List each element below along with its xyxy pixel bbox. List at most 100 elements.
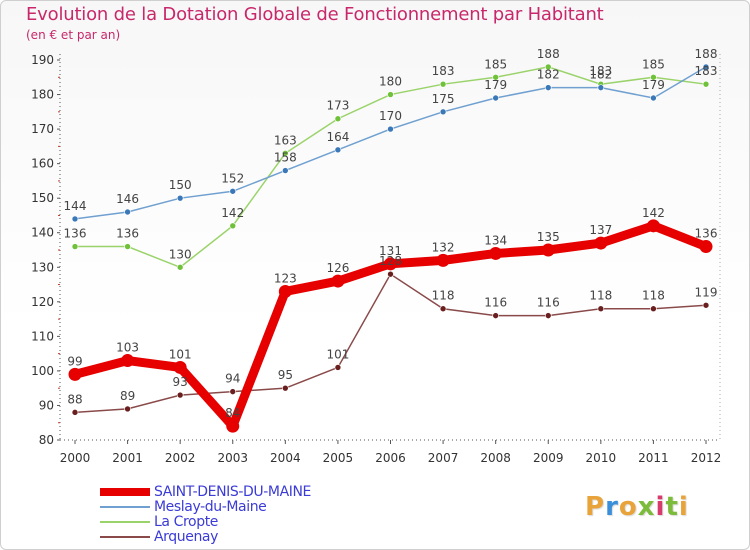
logo-letter-2: o	[618, 492, 638, 522]
series-line-1	[74, 66, 707, 220]
series-1-point-2006	[387, 125, 394, 133]
series-3-label-2006: 128	[379, 254, 402, 268]
series-0-point-2007	[436, 253, 450, 267]
proxiti-logo: Proxiti	[585, 492, 689, 522]
series-0-label-2011: 142	[642, 206, 665, 220]
series-3-label-2005: 101	[326, 347, 349, 361]
series-1-label-2005: 164	[326, 130, 349, 144]
series-1-label-2006: 170	[379, 109, 402, 123]
logo-letter-0: P	[585, 492, 606, 522]
series-0-label-2000: 99	[67, 354, 82, 368]
series-1-label-2007: 175	[432, 92, 455, 106]
series-2-label-2000: 136	[64, 227, 87, 241]
series-2-point-2002	[176, 263, 184, 271]
series-0-point-2000	[68, 367, 82, 381]
series-0-label-2005: 126	[326, 261, 349, 275]
series-2-label-2010: 183	[589, 64, 612, 78]
legend-item-3: Arquenay	[100, 528, 311, 545]
series-2-point-2000	[71, 243, 79, 250]
legend-label-0: SAINT-DENIS-DU-MAINE	[154, 483, 311, 500]
series-0-label-2003: 84	[225, 406, 240, 420]
series-2-label-2002: 130	[169, 247, 192, 261]
y-tick-label-80: 80	[39, 433, 54, 447]
series-2-label-2011: 185	[642, 57, 665, 71]
series-3-point-2008	[492, 312, 499, 319]
series-3-label-2009: 116	[537, 296, 560, 310]
y-tick-label-160: 160	[31, 157, 54, 171]
legend-label-3: Arquenay	[154, 528, 218, 545]
x-tick-label-2005: 2005	[323, 451, 354, 465]
series-3-point-2001	[124, 405, 131, 413]
series-2-label-2003: 142	[221, 206, 244, 220]
series-1-point-2012	[702, 63, 710, 71]
series-2-label-2006: 180	[379, 75, 402, 89]
series-3-label-2012: 119	[695, 285, 718, 299]
y-tick-label-130: 130	[31, 260, 54, 274]
series-2-point-2004	[282, 149, 289, 157]
series-0-label-2006: 131	[379, 244, 402, 258]
series-0-point-2012	[699, 240, 713, 254]
series-3-point-2007	[439, 305, 447, 313]
series-1-point-2003	[229, 187, 237, 195]
series-1-label-2001: 146	[116, 192, 139, 206]
series-2-point-2001	[124, 243, 131, 250]
series-3-label-2004: 95	[278, 368, 293, 382]
y-tick-label-100: 100	[31, 364, 54, 378]
x-tick-label-2006: 2006	[375, 451, 406, 465]
series-3-label-2007: 118	[432, 289, 455, 303]
series-1-label-2011: 179	[642, 78, 665, 92]
legend-swatch-0	[100, 488, 150, 496]
legend-label-1: Meslay-du-Maine	[154, 498, 267, 515]
legend-swatch-3	[100, 536, 150, 538]
series-0-label-2007: 132	[432, 240, 455, 254]
series-2-label-2012: 183	[695, 64, 718, 78]
logo-letter-5: t	[665, 492, 679, 522]
series-2-point-2006	[387, 91, 394, 98]
series-1-point-2000	[71, 215, 79, 223]
series-0-point-2011	[646, 219, 660, 233]
series-3-label-2000: 88	[67, 392, 82, 406]
y-tick-label-120: 120	[31, 295, 54, 309]
x-tick-label-2000: 2000	[60, 451, 91, 465]
series-1-point-2008	[492, 94, 499, 102]
series-1-label-2008: 179	[484, 78, 507, 92]
chart-title: Evolution de la Dotation Globale de Fonc…	[26, 4, 604, 25]
series-1-label-2000: 144	[64, 199, 87, 213]
series-3-point-2002	[176, 391, 184, 399]
logo-letter-4: i	[655, 492, 666, 522]
x-tick-label-2012: 2012	[691, 451, 722, 465]
series-2-point-2005	[334, 115, 342, 123]
series-0-label-2008: 134	[484, 233, 507, 247]
series-3-label-2002: 93	[173, 375, 188, 389]
series-0-point-2002	[173, 360, 187, 374]
series-1-label-2009: 182	[537, 68, 560, 82]
logo-letter-6: i	[678, 492, 689, 522]
legend-item-2: La Cropte	[100, 514, 311, 530]
series-2-point-2011	[650, 73, 657, 81]
series-3-point-2010	[597, 305, 605, 313]
series-1-point-2009	[544, 84, 552, 91]
y-tick-label-110: 110	[31, 329, 54, 343]
series-2-point-2008	[492, 73, 499, 81]
series-2-label-2008: 185	[484, 57, 507, 71]
series-0-point-2006	[384, 257, 397, 271]
series-2-point-2009	[544, 63, 552, 71]
series-0-label-2009: 135	[537, 230, 560, 244]
series-1-label-2002: 150	[169, 178, 192, 192]
series-1-point-2002	[176, 194, 184, 202]
series-1-point-2007	[439, 108, 447, 116]
series-3-point-2005	[334, 364, 342, 371]
y-tick-label-90: 90	[39, 398, 54, 412]
series-2-label-2005: 173	[326, 99, 349, 113]
legend-swatch-1	[100, 506, 150, 508]
logo-letter-1: r	[605, 492, 619, 522]
legend-swatch-2	[100, 521, 150, 523]
series-1-point-2005	[334, 146, 342, 154]
logo-letter-3: x	[637, 492, 656, 522]
x-tick-label-2007: 2007	[428, 451, 459, 465]
series-0-label-2002: 101	[169, 347, 192, 361]
series-3-point-2000	[71, 409, 79, 416]
series-2-point-2003	[229, 222, 237, 230]
series-1-point-2011	[650, 94, 657, 102]
